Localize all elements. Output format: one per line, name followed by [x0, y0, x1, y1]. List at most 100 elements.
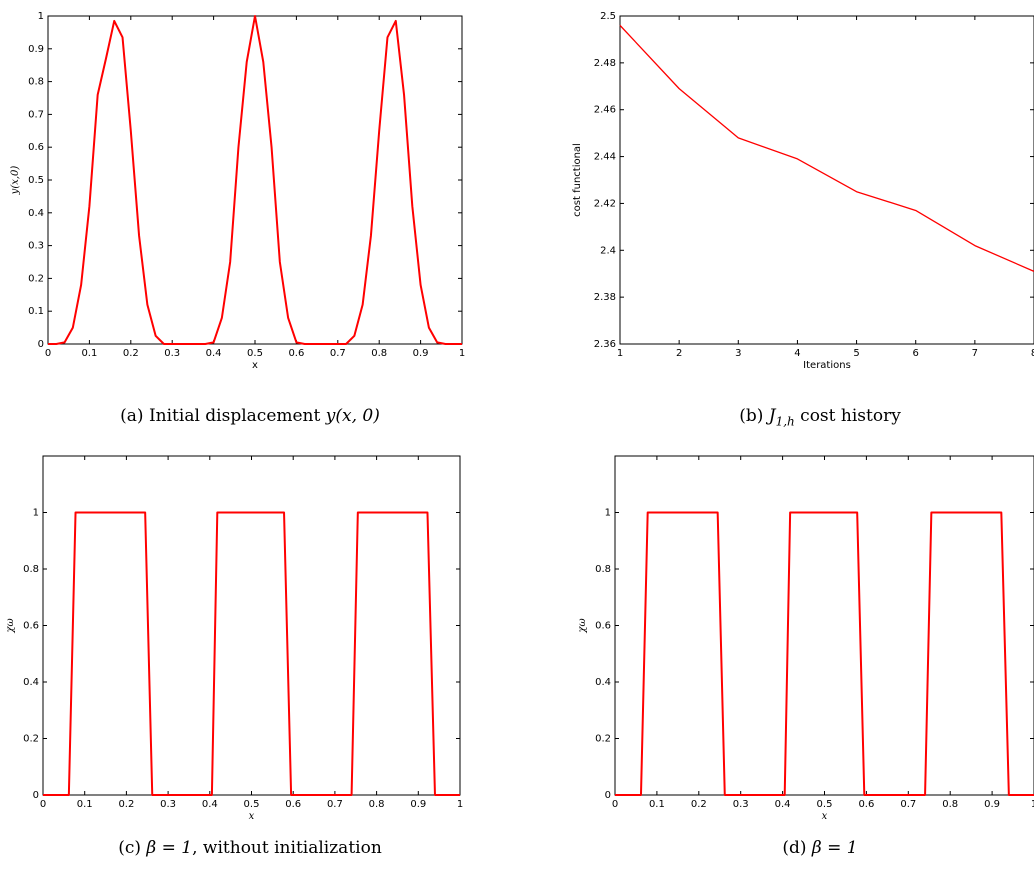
x-tick-label: 3: [735, 348, 741, 359]
x-tick-label: 0: [45, 348, 51, 359]
y-tick-label: 0.2: [23, 734, 39, 745]
chart-d-svg: 0 0.1 0.2 0.3 0.4 0.5 0.6 0.7 0.8 0.9 1 0 0.2 0.4 0.6 0…: [577, 455, 1034, 822]
x-tick-label: 1: [617, 348, 623, 359]
plot-frame-c: [42, 455, 461, 796]
y-tick-label: 0.6: [28, 142, 44, 153]
x-tick-label: 0.8: [369, 799, 385, 810]
x-tick-label: 0.8: [371, 348, 387, 359]
y-tick-label: 2.4: [600, 245, 616, 256]
x-axis-label: x: [249, 811, 255, 822]
series-line-a-0: [48, 15, 462, 345]
x-tick-label: 0.5: [817, 799, 833, 810]
y-tick-label: 0.4: [28, 208, 44, 219]
y-tick-label: 2.38: [594, 292, 616, 303]
y-tick-label: 0.9: [28, 44, 44, 55]
chart-b-svg: 1 2 3 4 5 6 7 8 2.36 2.38 2.4 2.42 2.44 2.46 2.48 2.5 It…: [572, 11, 1034, 371]
x-tick-label: 0.4: [775, 799, 791, 810]
x-tick-label: 0.2: [123, 348, 139, 359]
x-tick-label: 0.7: [330, 348, 346, 359]
y-tick-label: 0.4: [23, 677, 39, 688]
x-tick-label: 0.4: [206, 348, 222, 359]
x-tick-label: 0.9: [984, 799, 1000, 810]
x-tick-label: 0.2: [118, 799, 134, 810]
x-tick-label: 0.7: [327, 799, 343, 810]
y-tick-label: 0.8: [28, 77, 44, 88]
x-tick-label: 0.1: [77, 799, 93, 810]
y-axis-label: χω: [577, 618, 588, 633]
x-tick-label: 0.3: [164, 348, 180, 359]
y-tick-label: 0.5: [28, 175, 44, 186]
x-tick-label: 0.7: [900, 799, 916, 810]
x-tick-label: 0: [40, 799, 46, 810]
x-tick-label: 0.6: [288, 348, 304, 359]
x-tick-label: 0.6: [285, 799, 301, 810]
caption-b: (b) J1,h cost history: [640, 406, 1000, 428]
chart-a-svg: 0 0.1 0.2 0.3 0.4 0.5 0.6 0.7 0.8 0.9 1 0 0.1 0.2 0.3 0…: [10, 11, 465, 371]
chart-c-svg: 0 0.1 0.2 0.3 0.4 0.5 0.6 0.7 0.8 0.9 1 0 0.2 0.4 0.6 0…: [5, 455, 463, 822]
y-tick-label: 0.6: [23, 621, 39, 632]
y-tick-label: 0.8: [23, 564, 39, 575]
caption-c: (c) β = 1, without initialization: [70, 838, 430, 858]
y-tick-label: 1: [38, 11, 44, 22]
y-tick-label: 0.3: [28, 241, 44, 252]
series-line-b-0: [619, 24, 1034, 272]
caption-a: (a) Initial displacement y(x, 0): [70, 406, 430, 426]
x-tick-label: 0.3: [733, 799, 749, 810]
y-tick-label: 2.48: [594, 58, 616, 69]
y-tick-label: 0.4: [595, 677, 611, 688]
y-tick-label: 0.8: [595, 564, 611, 575]
chart-panel-c: 0 0.1 0.2 0.3 0.4 0.5 0.6 0.7 0.8 0.9 1 0 0.2 0.4 0.6 0…: [0, 440, 480, 822]
plot-frame-b: [619, 15, 1034, 345]
y-tick-label: 0.6: [595, 621, 611, 632]
y-axis-label: y(x,0): [10, 166, 21, 196]
y-tick-label: 1: [605, 508, 611, 519]
y-axis-label: cost functional: [572, 143, 583, 217]
x-tick-label: 2: [676, 348, 682, 359]
caption-b-text: cost history: [800, 406, 901, 426]
x-tick-label: 4: [794, 348, 800, 359]
chart-panel-a: 0 0.1 0.2 0.3 0.4 0.5 0.6 0.7 0.8 0.9 1 0 0.1 0.2 0.3 0…: [0, 0, 480, 390]
caption-a-label: (a): [120, 406, 144, 426]
x-tick-label: 1: [1031, 799, 1034, 810]
x-tick-label: 6: [913, 348, 919, 359]
x-axis-label: x: [252, 360, 258, 371]
plot-frame-d: [614, 455, 1034, 796]
y-tick-label: 2.5: [600, 11, 616, 22]
y-axis-label: χω: [5, 618, 16, 633]
caption-a-math: y(x, 0): [325, 406, 380, 426]
chart-panel-d: 0 0.1 0.2 0.3 0.4 0.5 0.6 0.7 0.8 0.9 1 0 0.2 0.4 0.6 0…: [560, 440, 1034, 822]
x-tick-label: 1: [459, 348, 465, 359]
y-tick-label: 2.36: [594, 339, 616, 350]
x-tick-label: 5: [853, 348, 859, 359]
y-tick-label: 2.42: [594, 198, 616, 209]
chart-panel-b: 1 2 3 4 5 6 7 8 2.36 2.38 2.4 2.42 2.44 2.46 2.48 2.5 It…: [560, 0, 1034, 390]
y-tick-label: 0.2: [28, 273, 44, 284]
x-axis-label: x: [822, 811, 828, 822]
x-tick-label: 0.1: [81, 348, 97, 359]
caption-d: (d) β = 1: [640, 838, 1000, 858]
y-tick-label: 0: [605, 790, 611, 801]
x-tick-label: 8: [1031, 348, 1034, 359]
x-tick-label: 0.1: [649, 799, 665, 810]
y-tick-label: 0.7: [28, 109, 44, 120]
y-tick-label: 0.1: [28, 306, 44, 317]
y-tick-label: 1: [33, 508, 39, 519]
x-tick-label: 0: [612, 799, 618, 810]
caption-d-label: (d): [782, 838, 807, 858]
caption-c-label: (c): [118, 838, 142, 858]
caption-b-math-main: J: [768, 406, 776, 426]
caption-c-text: , without initialization: [192, 838, 382, 858]
x-tick-label: 0.5: [244, 799, 260, 810]
caption-c-math: β = 1: [146, 838, 193, 858]
y-tick-label: 0: [33, 790, 39, 801]
x-tick-label: 0.9: [413, 348, 429, 359]
series-line-d-0: [615, 511, 1034, 796]
x-tick-label: 0.8: [942, 799, 958, 810]
caption-a-text: Initial displacement: [148, 406, 321, 426]
x-tick-label: 0.6: [858, 799, 874, 810]
x-tick-label: 0.3: [160, 799, 176, 810]
x-tick-label: 0.4: [202, 799, 218, 810]
x-tick-label: 1: [457, 799, 463, 810]
y-tick-label: 0.2: [595, 734, 611, 745]
x-tick-label: 0.2: [691, 799, 707, 810]
